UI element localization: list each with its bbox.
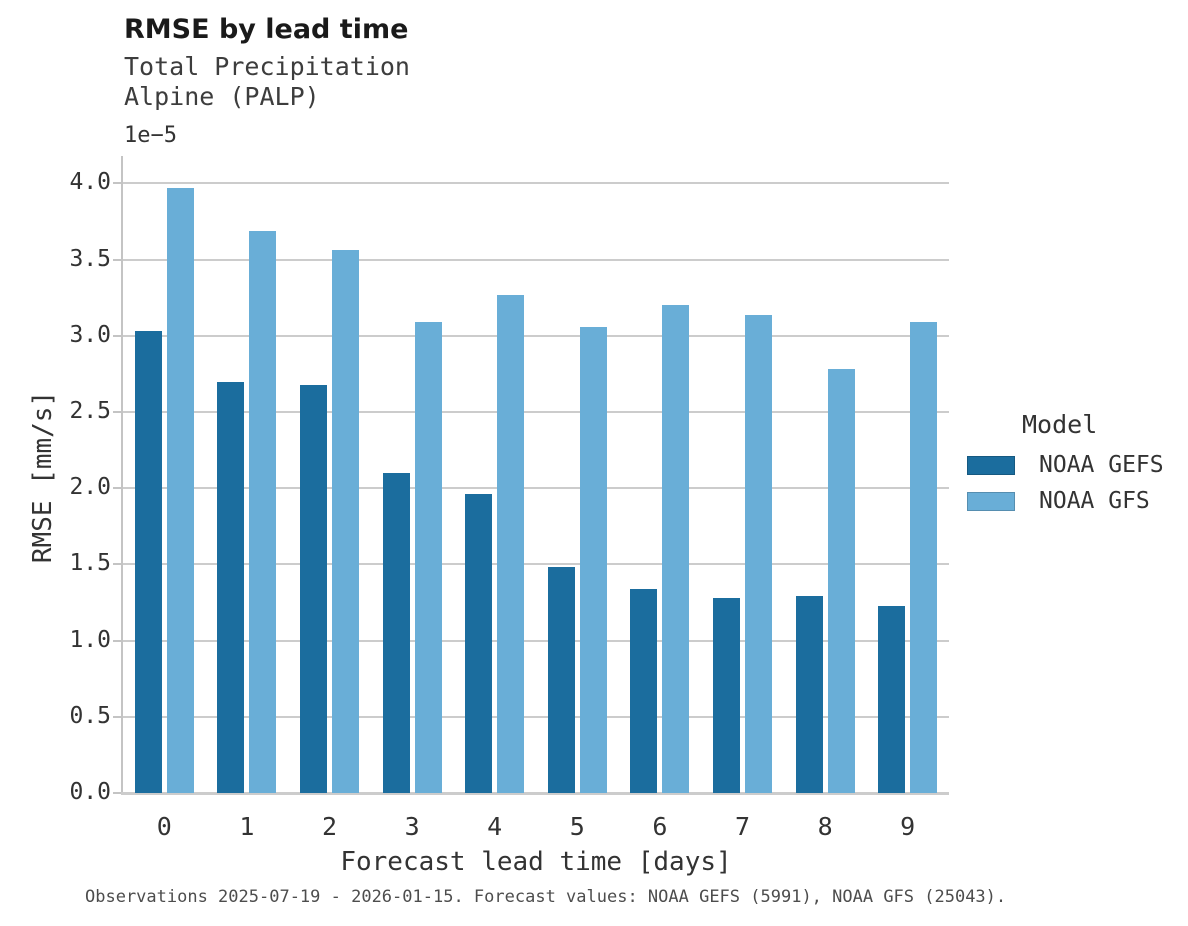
chart-title: RMSE by lead time [124, 14, 409, 45]
x-tick-label-9: 9 [900, 812, 916, 841]
bar-noaa-gefs-day-6 [630, 588, 658, 793]
bar-noaa-gfs-day-3 [414, 322, 442, 793]
bar-noaa-gfs-day-8 [827, 369, 855, 793]
gridline-y-2.0 [123, 487, 949, 490]
x-tick-label-6: 6 [652, 812, 668, 841]
x-tick-label-2: 2 [321, 812, 338, 841]
legend-entry-gfs: NOAA GFS [967, 488, 1150, 514]
y-tick-mark-4.0 [113, 182, 121, 185]
bar-noaa-gfs-day-2 [332, 250, 359, 793]
x-tick-label-7: 7 [734, 812, 751, 841]
bar-noaa-gfs-day-4 [497, 294, 525, 793]
bar-noaa-gfs-day-5 [579, 326, 607, 793]
y-tick-mark-0.0 [113, 792, 121, 794]
y-tick-mark-3.0 [113, 334, 121, 337]
x-tick-label-0: 0 [156, 812, 172, 841]
gridline-y-2.5 [123, 411, 949, 414]
bar-noaa-gefs-day-1 [217, 381, 245, 793]
y-tick-label-2.0: 2.0 [69, 474, 111, 501]
bar-noaa-gefs-day-2 [300, 384, 327, 793]
bar-noaa-gfs-day-9 [910, 322, 938, 793]
gridline-y-3.5 [123, 258, 949, 261]
y-tick-label-0.5: 0.5 [69, 702, 111, 729]
y-tick-label-2.5: 2.5 [69, 398, 111, 425]
chart-subtitle-region: Alpine (PALP) [124, 82, 320, 111]
legend-title: Model [1022, 410, 1098, 439]
bar-noaa-gefs-day-0 [134, 331, 162, 793]
plot-area [121, 156, 949, 795]
x-tick-label-4: 4 [487, 812, 503, 841]
y-tick-label-0.0: 0.0 [69, 779, 111, 805]
y-tick-label-4.0: 4.0 [69, 169, 111, 196]
bar-noaa-gfs-day-0 [166, 188, 194, 793]
bar-noaa-gefs-day-4 [465, 494, 493, 793]
y-axis-spine [121, 156, 123, 793]
x-tick-label-3: 3 [404, 812, 420, 841]
legend-label-gefs: NOAA GEFS [1039, 452, 1164, 478]
y-tick-label-3.0: 3.0 [69, 321, 111, 348]
y-tick-label-1.0: 1.0 [69, 626, 111, 653]
x-tick-label-1: 1 [239, 812, 255, 841]
y-tick-mark-1.5 [113, 563, 121, 566]
y-tick-mark-3.5 [113, 258, 121, 261]
gridline-y-4.0 [123, 182, 949, 185]
bar-noaa-gfs-day-1 [249, 230, 277, 793]
bar-noaa-gefs-day-3 [382, 472, 410, 793]
legend-swatch-gfs [967, 491, 1015, 511]
bar-noaa-gfs-day-6 [662, 305, 690, 793]
x-axis-spine [121, 792, 949, 795]
y-tick-mark-1.0 [113, 639, 121, 642]
footer-note: Observations 2025-07-19 - 2026-01-15. Fo… [85, 887, 1007, 907]
gridline-y-1.0 [123, 639, 949, 642]
legend-entry-gefs: NOAA GEFS [967, 452, 1164, 478]
x-axis-title: Forecast lead time [days] [340, 847, 732, 877]
legend-label-gfs: NOAA GFS [1039, 488, 1150, 514]
bar-noaa-gfs-day-7 [745, 314, 772, 793]
y-axis-offset-text: 1e−5 [124, 123, 177, 148]
y-tick-mark-2.5 [113, 411, 121, 414]
y-tick-mark-0.5 [113, 715, 121, 718]
gridline-y-3.0 [123, 334, 949, 337]
x-tick-label-5: 5 [569, 812, 585, 841]
chart-subtitle-variable: Total Precipitation [124, 52, 410, 81]
bar-noaa-gefs-day-5 [547, 567, 575, 793]
bar-noaa-gefs-day-7 [713, 597, 740, 793]
y-tick-label-3.5: 3.5 [69, 245, 111, 272]
bar-noaa-gefs-day-8 [795, 596, 823, 793]
gridline-y-1.5 [123, 563, 949, 566]
y-tick-mark-2.0 [113, 487, 121, 490]
legend-swatch-gefs [967, 455, 1015, 475]
y-tick-label-1.5: 1.5 [69, 550, 111, 577]
bar-noaa-gefs-day-9 [878, 605, 906, 793]
x-tick-label-8: 8 [817, 812, 833, 841]
gridline-y-0.5 [123, 715, 949, 718]
